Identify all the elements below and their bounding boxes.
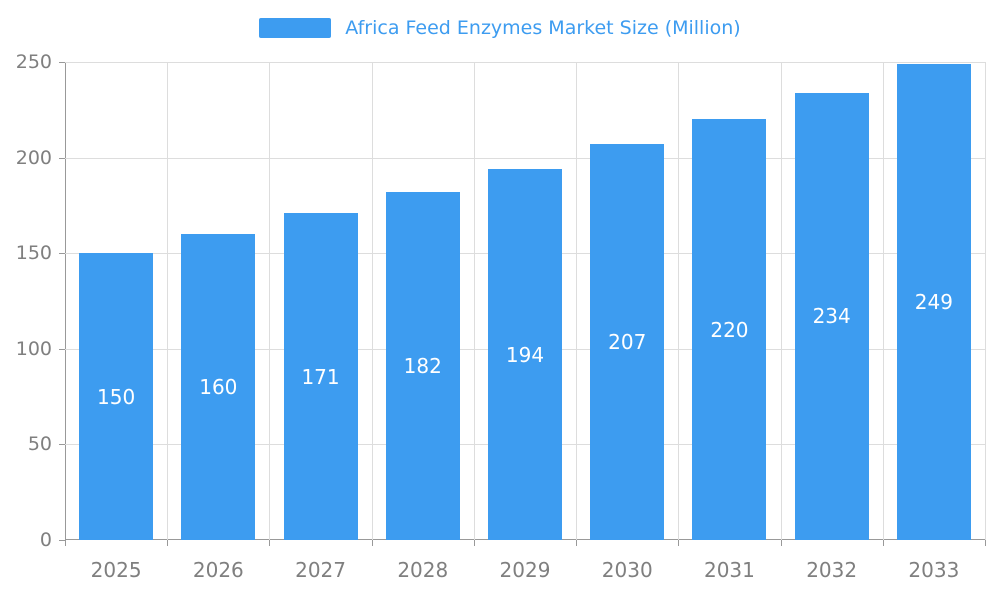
x-tick-label: 2025 [90,558,142,582]
bar-2031 [692,119,767,540]
gridline-vertical [473,62,475,540]
gridline-vertical [576,62,578,540]
bar-value-label: 207 [608,330,647,355]
x-tick-label: 2033 [908,558,960,582]
x-axis-tick [780,540,782,546]
bar-2027 [283,213,358,540]
x-axis-tick [473,540,475,546]
y-tick-label: 150 [15,242,52,265]
gridline-vertical [882,62,884,540]
x-axis-tick [678,540,680,546]
x-tick-label: 2032 [806,558,858,582]
y-axis-tick [59,444,65,446]
bar-value-label: 171 [301,364,340,389]
x-tick-label: 2030 [601,558,653,582]
y-tick-label: 50 [27,433,52,456]
bar-value-label: 160 [199,375,238,400]
bar-value-label: 234 [812,304,851,329]
y-axis-line [65,62,66,540]
x-tick-label: 2026 [192,558,244,582]
bar-2032 [794,92,869,540]
bar-2025 [79,253,154,540]
legend[interactable]: Africa Feed Enzymes Market Size (Million… [0,17,1000,39]
gridline-vertical [269,62,271,540]
gridline-vertical [985,62,986,540]
x-axis-tick [576,540,578,546]
y-tick-label: 200 [15,146,52,169]
x-axis-tick [65,540,66,546]
x-axis-tick [882,540,884,546]
y-tick-label: 250 [15,51,52,73]
y-tick-label: 100 [15,337,52,360]
bar-2030 [590,144,665,540]
y-axis-tick [59,253,65,255]
bar-2033 [896,63,971,540]
bar-2028 [385,192,460,540]
y-axis-tick [59,540,65,541]
gridline-horizontal [65,157,985,159]
x-tick-label: 2028 [397,558,449,582]
chart-title: Africa Feed Enzymes Market Size (Million… [345,17,741,39]
bar-2026 [181,234,256,540]
gridline-vertical [371,62,373,540]
bar-value-label: 249 [914,289,953,314]
gridline-vertical [167,62,169,540]
y-tick-label: 0 [39,529,52,551]
y-axis-tick [59,348,65,350]
y-axis-tick [59,62,65,63]
x-axis-tick [985,540,986,546]
x-axis-tick [371,540,373,546]
legend-swatch [259,18,332,38]
gridline-horizontal [65,62,985,63]
x-tick-label: 2031 [703,558,755,582]
plot-area: 150 160 171 182 194 207 220 234 249 [65,62,986,540]
x-axis-tick [167,540,169,546]
x-tick-label: 2029 [499,558,551,582]
bar-value-label: 182 [403,354,442,378]
y-axis-tick [59,157,65,159]
bar-value-label: 194 [505,342,545,367]
bar-2029 [488,169,562,540]
x-tick-label: 2027 [295,558,346,582]
gridline-vertical [678,62,680,540]
bar-value-label: 150 [97,384,136,409]
gridline-vertical [780,62,782,540]
bar-value-label: 220 [710,317,749,342]
x-axis-tick [269,540,271,546]
